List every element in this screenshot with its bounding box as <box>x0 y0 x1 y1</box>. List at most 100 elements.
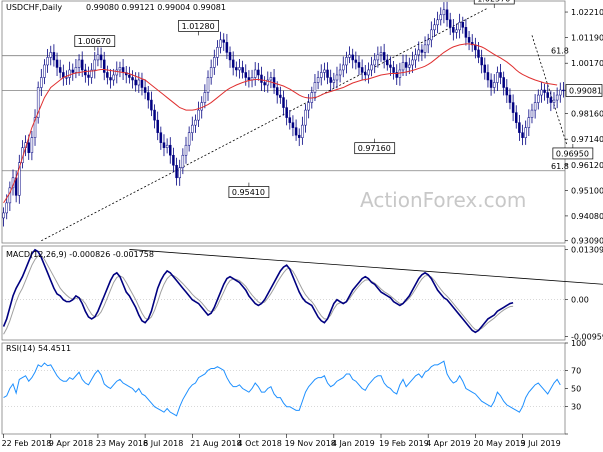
candle-body <box>483 64 487 73</box>
candle-body <box>338 69 342 76</box>
candle-body <box>222 39 225 43</box>
x-tick-label: 21 Aug 2018 <box>190 439 241 448</box>
candle-body <box>121 67 125 73</box>
candle-body <box>364 72 367 76</box>
falling-trendline <box>531 35 567 145</box>
candle-body <box>131 77 134 81</box>
candle-body <box>423 44 427 53</box>
candle-body <box>143 87 147 93</box>
candle-body <box>225 42 229 53</box>
x-tick-label: 19 Nov 2018 <box>285 439 336 448</box>
candle-body <box>74 67 78 73</box>
candle-body <box>313 82 317 93</box>
candle-body <box>266 79 270 86</box>
candle-body <box>181 154 185 169</box>
rsi-line <box>3 360 561 417</box>
candle-body <box>169 144 172 156</box>
annotation-box <box>354 142 396 155</box>
candle-body <box>102 59 106 73</box>
candle-body <box>461 22 465 28</box>
candle-body <box>140 79 144 88</box>
candle-body <box>260 74 263 83</box>
candle-body <box>216 47 219 58</box>
candle-body <box>40 77 43 88</box>
annotation-box <box>178 20 219 32</box>
annotation-label: 0.95410 <box>232 188 265 197</box>
candle-body <box>448 19 452 28</box>
x-tick-label: 3 Jul 2019 <box>521 439 561 448</box>
rsi-y-tick-label: 70 <box>571 366 581 375</box>
candle-body <box>549 97 553 103</box>
candle-body <box>524 127 527 138</box>
annotation-box <box>228 186 270 198</box>
x-tick-label: 4 Oct 2018 <box>237 439 281 448</box>
candle-body <box>206 77 210 93</box>
candle-body <box>477 49 480 58</box>
candle-body <box>354 59 358 63</box>
candle-body <box>112 74 115 81</box>
candle-body <box>257 69 260 76</box>
candle-body <box>106 72 109 78</box>
candle-body <box>335 74 339 81</box>
price-y-tick-label: 1.01190 <box>571 34 603 43</box>
candle-body <box>46 57 49 66</box>
candle-body <box>348 54 351 58</box>
candle-body <box>304 109 307 126</box>
candle-body <box>521 132 524 138</box>
candle-body <box>235 67 238 71</box>
candle-body <box>417 49 420 56</box>
candle-body <box>530 109 534 118</box>
candle-body <box>191 124 194 133</box>
candle-body <box>87 74 90 78</box>
candle-body <box>367 69 370 76</box>
annotation-box <box>473 0 515 5</box>
macd-y-tick-label: -0.009593 <box>571 333 603 342</box>
candle-body <box>496 72 499 83</box>
candle-body <box>213 57 216 68</box>
candle-body <box>502 77 505 88</box>
x-tick-label: 19 Feb 2019 <box>379 439 429 448</box>
x-tick-label: 9 Apr 2018 <box>49 439 93 448</box>
macd-panel: 0.013094 0.00 -0.009593 <box>2 245 603 342</box>
candle-body <box>386 59 389 66</box>
price-y-tick-label: 0.93090 <box>571 237 603 246</box>
candle-body <box>370 64 373 71</box>
candle-body <box>115 69 119 76</box>
candle-body <box>285 107 288 118</box>
candle-body <box>445 9 449 21</box>
annotation-box <box>552 147 594 160</box>
candle-body <box>244 72 248 78</box>
price-header-ohlc: 0.99080 0.99121 0.99004 0.99081 <box>86 3 226 12</box>
macd-line <box>2 248 514 334</box>
candle-body <box>401 62 405 71</box>
candle-body <box>398 69 402 78</box>
x-tick-label: 4 Apr 2019 <box>426 439 470 448</box>
candle-body <box>514 112 518 123</box>
chart-frame <box>1 0 566 435</box>
watermark: ActionForex.com <box>360 188 526 212</box>
candle-body <box>18 162 21 196</box>
candle-body <box>288 117 292 123</box>
candle-body <box>357 62 361 68</box>
candle-body <box>351 54 354 61</box>
annotation-box <box>74 35 116 48</box>
candle-body <box>540 89 543 96</box>
candle-body <box>332 79 336 83</box>
price-y-tick-label: 0.95100 <box>571 186 603 195</box>
candle-body <box>156 119 159 133</box>
candle-body <box>200 102 203 111</box>
candle-body <box>162 142 166 148</box>
candle-body <box>389 64 392 68</box>
candle-body <box>329 77 332 83</box>
candle-body <box>118 67 122 71</box>
candle-body <box>247 77 251 81</box>
candle-body <box>414 54 417 61</box>
moving-average-line <box>3 43 558 204</box>
candle-body <box>373 59 376 66</box>
x-tick-label: 23 May 2018 <box>96 439 148 448</box>
x-tick-label: 20 May 2019 <box>473 439 525 448</box>
candle-body <box>99 54 103 61</box>
candle-body <box>345 57 348 66</box>
candle-body <box>452 27 455 33</box>
